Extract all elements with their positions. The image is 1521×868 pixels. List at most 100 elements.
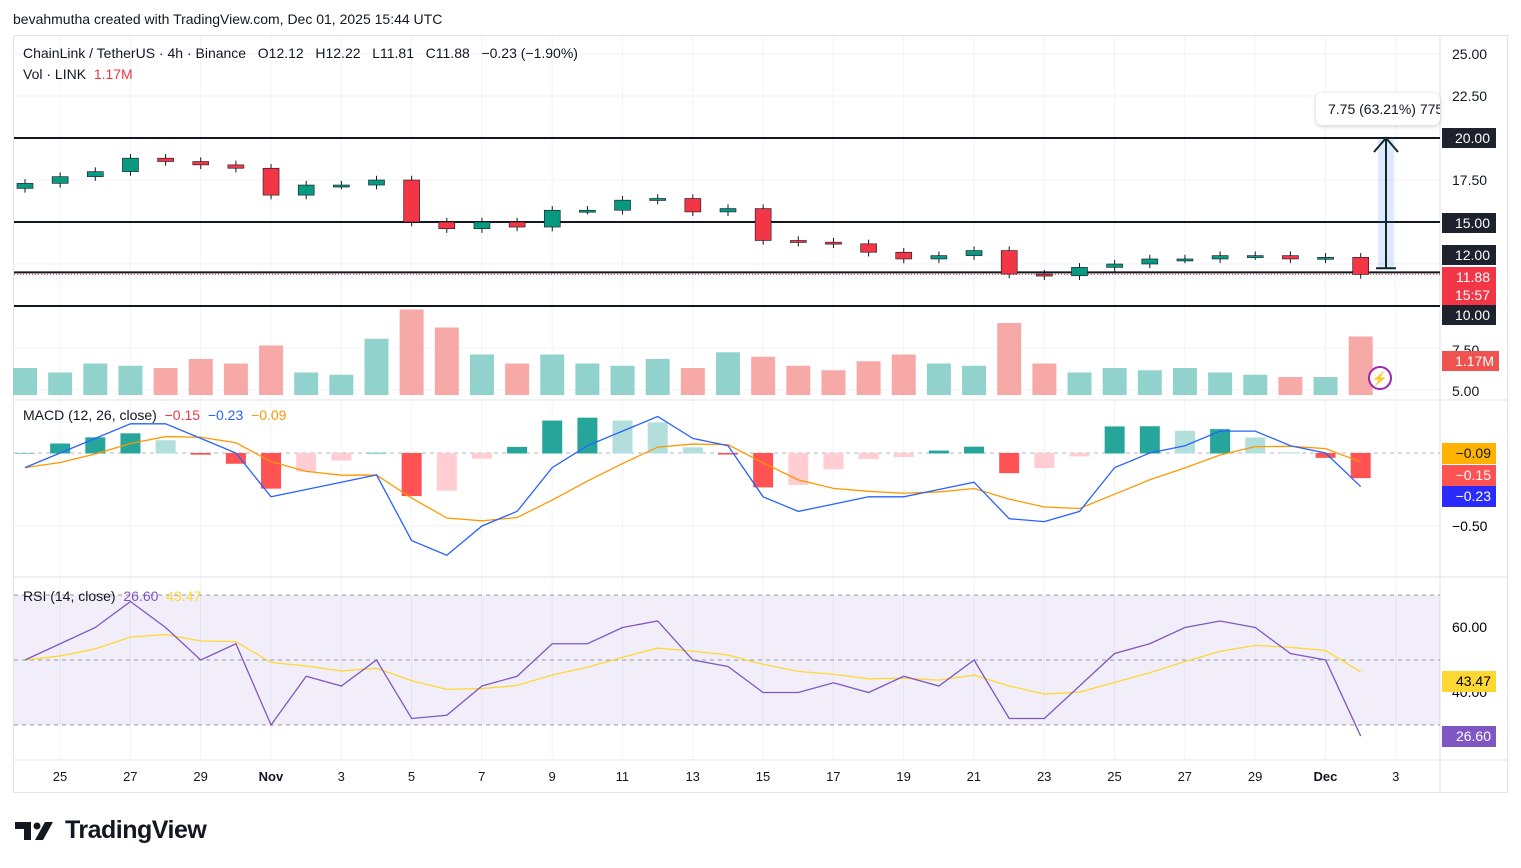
- macd-histogram-bar: [190, 453, 211, 455]
- candle-body: [543, 209, 561, 228]
- x-tick-label: Nov: [259, 769, 284, 784]
- volume-bar: [259, 345, 284, 395]
- volume-bar: [83, 363, 108, 395]
- volume-bar: [13, 368, 37, 395]
- candle-body: [754, 208, 772, 241]
- candle-body: [262, 167, 280, 196]
- price-label-bg: [1442, 213, 1496, 233]
- symbol-title[interactable]: ChainLink / TetherUS · 4h · Binance: [23, 45, 247, 61]
- volume-bar: [294, 372, 319, 395]
- volume-bar: [364, 338, 389, 395]
- macd-histogram-bar: [1280, 452, 1301, 454]
- macd-histogram-bar: [261, 453, 282, 489]
- volume-bar: [399, 309, 424, 395]
- candle-body: [579, 209, 596, 213]
- volume-bar: [962, 365, 987, 395]
- candle-body: [684, 198, 702, 213]
- x-tick-label: 3: [338, 769, 345, 784]
- volume-bar: [610, 365, 635, 395]
- chart-frame[interactable]: [13, 35, 1508, 793]
- candle-body: [87, 171, 104, 177]
- macd-histogram-bar: [1174, 430, 1195, 454]
- x-tick-label: 29: [193, 769, 207, 784]
- macd-histogram-bar: [612, 420, 633, 454]
- macd-histogram-bar: [858, 453, 879, 459]
- volume-bar: [1348, 336, 1373, 395]
- volume-legend: Vol · LINK 1.17M: [23, 66, 133, 82]
- macd-histogram-bar: [50, 443, 71, 454]
- candle-body: [825, 241, 842, 245]
- volume-bar: [821, 370, 846, 395]
- candle-body: [192, 161, 210, 166]
- candle-body: [1071, 267, 1088, 277]
- macd-value-label-bg: [1442, 465, 1496, 486]
- volume-label[interactable]: Vol · LINK: [23, 66, 87, 82]
- macd-histogram-bar: [823, 453, 844, 470]
- price-label-bg: [1442, 245, 1496, 265]
- macd-histogram-bar: [964, 446, 985, 454]
- macd-histogram-bar: [1210, 429, 1231, 454]
- macd-histogram-bar: [436, 453, 457, 491]
- candle-body: [1282, 255, 1299, 260]
- price-label: 20.00: [1455, 130, 1490, 146]
- macd-value-label-bg: [1442, 443, 1496, 464]
- candle-body: [297, 184, 315, 196]
- volume-bar: [891, 354, 916, 395]
- macd-hist-value: −0.15: [164, 407, 201, 423]
- volume-bar: [469, 354, 494, 395]
- macd-label[interactable]: MACD (12, 26, close): [23, 407, 157, 423]
- rsi-ma-label-bg: [1442, 671, 1496, 692]
- price-label-bg: [1442, 128, 1496, 148]
- credit-text: bevahmutha created with TradingView.com,…: [13, 11, 443, 27]
- candle-body: [860, 243, 877, 253]
- rsi-line: [24, 600, 1362, 737]
- tv-logo-icon: [15, 821, 53, 840]
- volume-value: 1.17M: [93, 66, 133, 82]
- rsi-label-bg: [1442, 726, 1496, 747]
- macd-histogram-bar: [999, 453, 1020, 474]
- rsi-tick-label: 60.00: [1452, 619, 1487, 635]
- candle-body: [1106, 263, 1123, 268]
- price-label: 11.88: [1456, 269, 1490, 285]
- macd-histogram-bar: [718, 453, 738, 455]
- price-tick-label: 25.00: [1452, 46, 1487, 62]
- candle-body: [1246, 255, 1264, 258]
- candle-body: [1141, 258, 1159, 265]
- rsi-ma-label: 43.47: [1456, 673, 1491, 689]
- price-label: 15.00: [1455, 215, 1490, 231]
- macd-value-label-bg: [1442, 486, 1496, 507]
- x-tick-label: 25: [1107, 769, 1121, 784]
- candle-body: [719, 208, 737, 213]
- price-tick-label: 17.50: [1452, 172, 1487, 188]
- macd-histogram-bar: [753, 453, 774, 488]
- candle-body: [1176, 258, 1194, 262]
- rsi-value: 26.60: [123, 588, 159, 604]
- macd-histogram-bar: [1245, 437, 1266, 454]
- candle-body: [895, 251, 913, 260]
- macd-value: −0.23: [207, 407, 244, 423]
- candle-body: [789, 240, 807, 243]
- rsi-label[interactable]: RSI (14, close): [23, 588, 116, 604]
- lightning-icon: [1368, 366, 1392, 390]
- candle-body: [16, 183, 34, 189]
- volume-bar: [118, 365, 143, 395]
- x-tick-label: 15: [756, 769, 770, 784]
- logo-text: TradingView: [65, 816, 207, 844]
- ohlc-close: C11.88: [425, 45, 470, 61]
- macd-histogram-bar: [928, 450, 949, 454]
- macd-histogram-bar: [15, 453, 35, 454]
- volume-bar: [856, 361, 881, 395]
- ohlc-low: L11.81: [372, 45, 414, 61]
- macd-histogram-bar: [471, 453, 492, 459]
- volume-bar: [329, 374, 354, 395]
- macd-histogram-bar: [577, 417, 598, 454]
- macd-histogram-bar: [296, 453, 317, 472]
- candle-body: [1211, 255, 1229, 260]
- tradingview-logo[interactable]: TradingView: [15, 816, 207, 845]
- x-tick-label: 3: [1392, 769, 1399, 784]
- volume-bar: [540, 354, 565, 395]
- x-tick-label: 19: [896, 769, 910, 784]
- volume-bar: [1243, 374, 1268, 395]
- x-tick-label: Dec: [1313, 769, 1337, 784]
